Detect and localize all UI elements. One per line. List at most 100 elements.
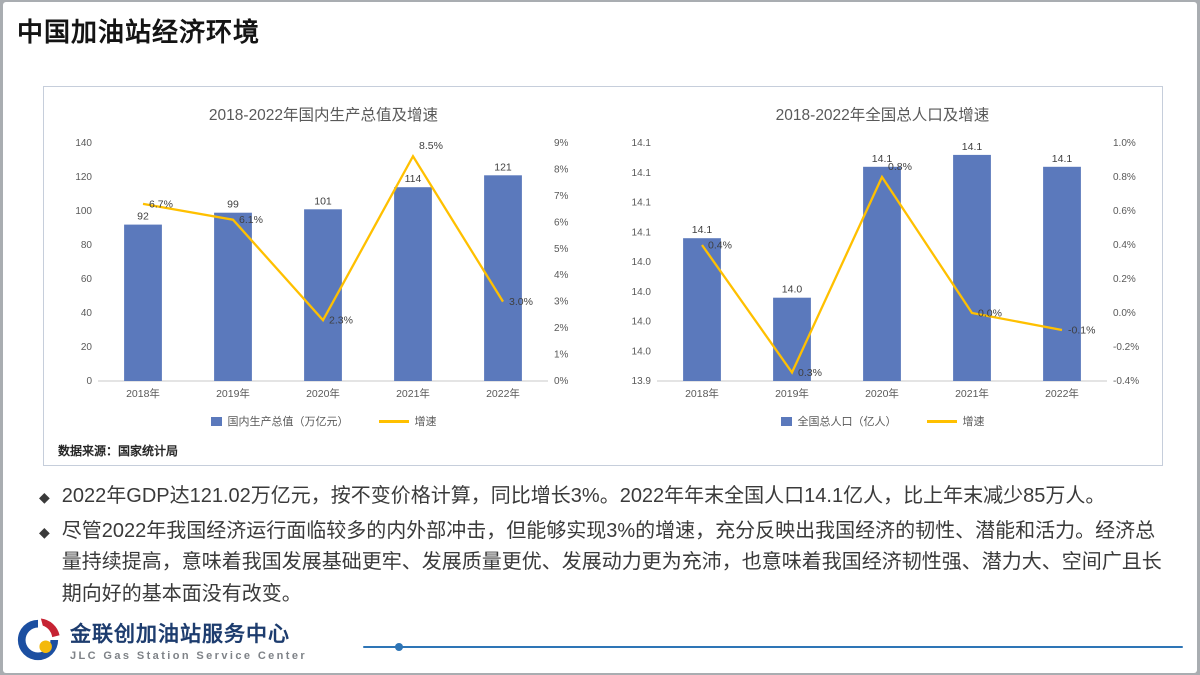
- presentation-slide: 中国加油站经济环境 2018-2022年国内生产总值及增速 0 20 40 60 80 1…: [3, 2, 1197, 673]
- right-axis-tick: 0.6%: [1113, 206, 1136, 217]
- footer-divider-line: [363, 646, 1183, 648]
- line-value-label: 2.3%: [329, 315, 353, 327]
- x-axis-label: 2021年: [955, 387, 989, 400]
- right-axis-tick: 5%: [554, 244, 569, 255]
- x-axis-label: 2022年: [1045, 387, 1079, 400]
- right-axis-tick: 2%: [554, 323, 569, 334]
- bar-value-label: 101: [314, 195, 332, 207]
- legend-label: 增速: [962, 416, 985, 428]
- bar-value-label: 14.1: [871, 153, 892, 165]
- bullet-item: ◆ 尽管2022年我国经济运行面临较多的内外部冲击，但能够实现3%的增速，充分反…: [39, 516, 1173, 611]
- legend-label: 增速: [414, 416, 437, 428]
- x-axis-label: 2019年: [775, 387, 809, 400]
- right-axis-tick: 0.4%: [1113, 240, 1136, 251]
- bar: [393, 187, 432, 381]
- left-axis-tick: 14.1: [631, 198, 651, 209]
- legend-item: 国内生产总值（万亿元）: [210, 413, 349, 429]
- bar: [213, 212, 252, 381]
- gdp-chart-title: 2018-2022年国内生产总值及增速: [208, 107, 439, 124]
- left-axis-tick: 100: [75, 206, 92, 217]
- source-note: 数据来源：国家统计局: [58, 444, 179, 458]
- right-axis-tick: 1%: [554, 350, 569, 361]
- line-value-label: 0.3%: [798, 367, 822, 379]
- x-axis-label: 2018年: [126, 387, 160, 400]
- charts-row: 2018-2022年国内生产总值及增速 0 20 40 60 80 100 120 140 0%…: [44, 87, 1162, 465]
- left-axis-tick: 14.0: [631, 287, 651, 298]
- bullet-text: 尽管2022年我国经济运行面临较多的内外部冲击，但能够实现3%的增速，充分反映出…: [61, 519, 1162, 605]
- left-axis-tick: 20: [80, 342, 92, 353]
- line-value-label: 6.7%: [149, 198, 173, 210]
- left-axis-tick: 14.0: [631, 257, 651, 268]
- gdp-chart: 2018-2022年国内生产总值及增速 0 20 40 60 80 100 120 140 0%…: [44, 87, 603, 465]
- bar: [772, 297, 811, 381]
- x-axis-label: 2020年: [865, 387, 899, 400]
- bar-value-label: 121: [494, 161, 512, 173]
- company-block: 金联创加油站服务中心 JLC Gas Station Service Cente…: [70, 618, 307, 662]
- right-axis-tick: -0.2%: [1113, 342, 1139, 353]
- company-name-en: JLC Gas Station Service Center: [70, 650, 308, 662]
- right-axis-tick: 3%: [554, 297, 569, 308]
- bullet-item: ◆ 2022年GDP达121.02万亿元，按不变价格计算，同比增长3%。2022…: [39, 481, 1173, 513]
- legend-bar-swatch: [780, 416, 792, 426]
- right-axis-tick: 9%: [554, 138, 569, 149]
- legend-item: 增速: [378, 413, 437, 429]
- legend-line-swatch: [926, 419, 957, 423]
- left-axis-tick: 0: [86, 376, 92, 387]
- page-title: 中国加油站经济环境: [17, 17, 261, 47]
- population-chart-canvas: 13.9 14.0 14.0 14.0 14.0 14.1 14.1 14.1 14.1 -0.4…: [631, 138, 1139, 400]
- population-chart: 2018-2022年全国总人口及增速 13.9 14.0 14.0 14.0 14.0 1…: [603, 87, 1162, 465]
- right-axis-tick: 7%: [554, 191, 569, 202]
- legend-bar-swatch: [210, 416, 222, 426]
- footer-divider-dot: [395, 643, 403, 651]
- gdp-chart-legend: 国内生产总值（万亿元） 增速: [44, 413, 603, 429]
- bar: [1042, 166, 1081, 381]
- diamond-bullet-icon: ◆: [39, 523, 50, 540]
- bar-value-label: 14.1: [691, 224, 712, 236]
- diamond-bullet-icon: ◆: [39, 489, 50, 505]
- left-axis-tick: 140: [75, 138, 92, 149]
- chart-panel: 2018-2022年国内生产总值及增速 0 20 40 60 80 100 120 140 0%…: [43, 86, 1163, 466]
- bar: [483, 175, 522, 381]
- legend-item: 增速: [926, 413, 985, 429]
- population-chart-title: 2018-2022年全国总人口及增速: [775, 107, 990, 124]
- right-axis-tick: -0.4%: [1113, 376, 1139, 387]
- right-axis-tick: 0.0%: [1113, 308, 1136, 319]
- right-axis-tick: 1.0%: [1113, 138, 1136, 149]
- right-axis-tick: 6%: [554, 217, 569, 228]
- growth-line: [700, 174, 1062, 375]
- right-axis-tick: 8%: [554, 164, 569, 175]
- bar: [682, 238, 721, 381]
- left-axis-tick: 14.0: [631, 317, 651, 328]
- x-axis-label: 2018年: [685, 387, 719, 400]
- left-axis-tick: 14.0: [631, 346, 651, 357]
- footer: 金联创加油站服务中心 JLC Gas Station Service Cente…: [15, 617, 307, 663]
- company-name-cn: 金联创加油站服务中心: [70, 623, 290, 646]
- population-chart-legend: 全国总人口（亿人） 增速: [603, 413, 1162, 429]
- left-axis-tick: 14.1: [631, 138, 651, 149]
- bar-value-label: 114: [404, 173, 421, 185]
- line-value-label: 8.5%: [419, 140, 443, 152]
- left-axis-tick: 120: [75, 172, 92, 183]
- right-axis-tick: 0%: [554, 376, 569, 387]
- left-axis-tick: 14.1: [631, 227, 651, 238]
- line-value-label: 0.4%: [708, 240, 732, 252]
- bar-value-label: 14.0: [781, 284, 802, 296]
- jlc-logo-icon: [17, 618, 60, 661]
- x-axis-label: 2020年: [306, 387, 340, 400]
- line-value-label: -0.1%: [1068, 325, 1095, 337]
- line-value-label: 3.0%: [509, 296, 533, 308]
- right-axis-tick: 4%: [554, 270, 569, 281]
- growth-line: [142, 153, 504, 323]
- line-value-label: 6.1%: [239, 214, 263, 226]
- left-axis-tick: 14.1: [631, 168, 651, 179]
- legend-line-swatch: [378, 419, 409, 423]
- bar: [123, 224, 162, 381]
- right-axis-tick: 0.2%: [1113, 274, 1136, 285]
- legend-item: 全国总人口（亿人）: [780, 413, 897, 429]
- right-axis-tick: 0.8%: [1113, 172, 1136, 183]
- legend-label: 全国总人口（亿人）: [797, 416, 897, 428]
- line-value-label: 0.8%: [888, 161, 912, 173]
- legend-label: 国内生产总值（万亿元）: [227, 416, 349, 428]
- bar-value-label: 99: [227, 199, 239, 211]
- line-value-label: 0.0%: [978, 308, 1002, 320]
